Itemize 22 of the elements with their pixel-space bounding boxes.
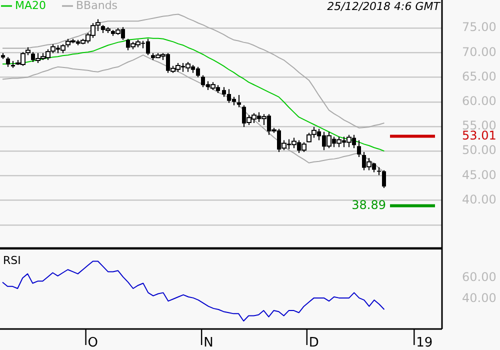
y-tick-label: 45.00 bbox=[462, 168, 496, 182]
y-tick-label: 75.00 bbox=[462, 20, 496, 34]
x-tick-label: N bbox=[204, 335, 214, 350]
y-tick-label: 40.00 bbox=[462, 192, 496, 206]
annotation: 25/12/2018 4:6 GMT bbox=[327, 0, 442, 13]
y-tick-label: 70.00 bbox=[462, 44, 496, 59]
y-tick-label: 40.00 bbox=[462, 291, 496, 306]
y-tick-label: 60.00 bbox=[462, 270, 496, 284]
y-tick-label: 65.00 bbox=[462, 69, 496, 84]
candlestick bbox=[237, 94, 241, 108]
legend-label: BBands bbox=[76, 0, 118, 12]
y-tick-label: 50.00 bbox=[462, 143, 496, 158]
ref-line-label: 53.01 bbox=[462, 128, 496, 142]
candlestick bbox=[6, 56, 10, 68]
text: RSI bbox=[3, 254, 21, 267]
candlestick bbox=[357, 140, 361, 158]
x-tick-label: 19 bbox=[416, 335, 433, 350]
x-tick-label: D bbox=[308, 335, 319, 350]
y-tick-label: 60.00 bbox=[462, 94, 496, 108]
legend-label: MA20 bbox=[15, 0, 46, 12]
ref-line-label: 38.89 bbox=[352, 198, 386, 212]
x-tick-label: O bbox=[88, 335, 98, 350]
